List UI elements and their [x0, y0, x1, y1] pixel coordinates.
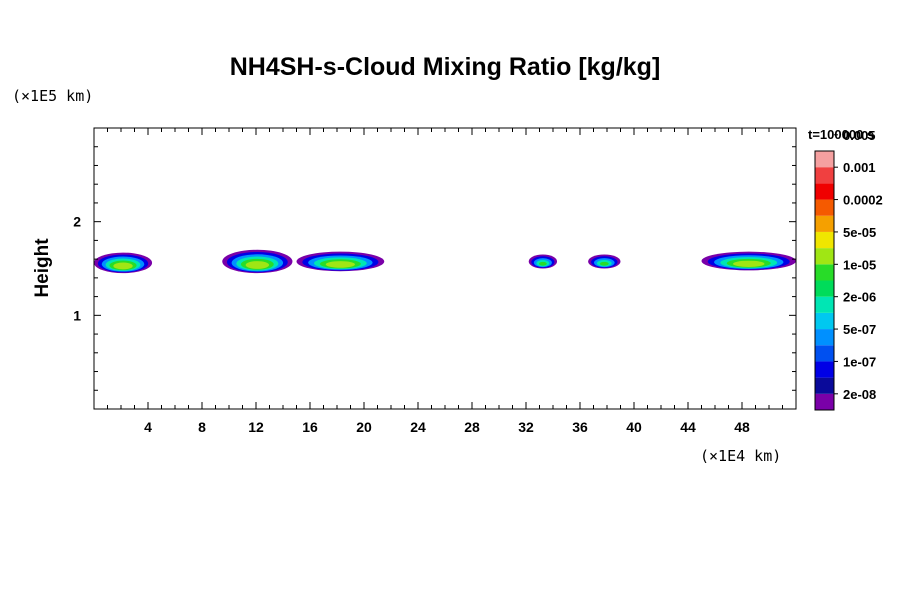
colorbar-swatch — [815, 264, 834, 281]
chart-title: NH4SH-s-Cloud Mixing Ratio [kg/kg] — [230, 53, 661, 81]
colorbar-swatch — [815, 312, 834, 330]
y-tick-label: 1 — [73, 307, 81, 323]
x-tick-label: 24 — [410, 419, 426, 435]
colorbar-swatch — [815, 393, 834, 410]
cloud-patch — [222, 249, 293, 274]
time-label: t=100000 s — [808, 127, 874, 142]
colorbar-label: 0.0002 — [843, 193, 883, 208]
colorbar-label: 0.005 — [843, 128, 876, 143]
plot-frame — [93, 127, 797, 410]
colorbar-frame — [814, 150, 835, 411]
x-tick-label: 48 — [734, 419, 750, 435]
x-tick-label: 12 — [248, 419, 264, 435]
colorbar-swatch — [815, 248, 834, 265]
colorbar: 2e-08 1e-07 5e-07 2e-06 1e-05 5e-05 0.0002 0.00… — [814, 128, 883, 411]
cloud-contour — [325, 261, 355, 268]
cloud-contour — [245, 261, 270, 269]
colorbar-swatch — [815, 361, 834, 378]
colorbar-swatch — [815, 345, 834, 362]
cloud-contour — [599, 261, 609, 266]
y-axis-label: Height — [32, 238, 53, 298]
colorbar-swatch — [815, 231, 834, 249]
cloud-patch — [588, 254, 621, 269]
x-tick-label: 8 — [198, 419, 206, 435]
x-tick-label: 36 — [572, 419, 588, 435]
colorbar-swatch — [815, 151, 834, 168]
colorbar-swatch — [815, 167, 834, 184]
colorbar-swatch — [815, 377, 834, 394]
colorbar-label: 2e-08 — [843, 387, 876, 402]
y-tick-label: 2 — [73, 214, 81, 230]
colorbar-swatch — [815, 199, 834, 216]
y-axis: 12 — [73, 146, 796, 391]
x-tick-label: 44 — [680, 419, 696, 435]
x-tick-label: 20 — [356, 419, 372, 435]
colorbar-label: 5e-07 — [843, 322, 876, 337]
colorbar-swatch — [815, 296, 834, 313]
cloud-contour — [113, 262, 133, 270]
x-tick-label: 28 — [464, 419, 480, 435]
x-tick-label: 32 — [518, 419, 534, 435]
colorbar-swatch — [815, 215, 834, 232]
colorbar-label: 0.001 — [843, 160, 876, 175]
colorbar-swatch — [815, 280, 834, 297]
x-tick-label: 40 — [626, 419, 642, 435]
x-tick-label: 16 — [302, 419, 318, 435]
colorbar-swatch — [815, 183, 834, 200]
x-axis: 4 8 12 16 20 24 28 32 36 40 44 48 — [107, 128, 783, 435]
cloud-patch — [296, 251, 385, 272]
cloud-contour — [733, 260, 765, 267]
cloud-contour — [539, 261, 547, 266]
cloud-patch — [701, 251, 796, 271]
colorbar-label: 5e-05 — [843, 225, 876, 240]
cloud-layer — [94, 249, 796, 274]
x-tick-label: 4 — [144, 419, 152, 435]
colorbar-label: 1e-07 — [843, 354, 876, 369]
cloud-patch — [94, 252, 153, 274]
x-scale-note: (×1E4 km) — [700, 447, 781, 465]
y-scale-note: (×1E5 km) — [12, 87, 93, 105]
colorbar-swatch — [815, 329, 834, 346]
colorbar-label: 2e-06 — [843, 290, 876, 305]
colorbar-label: 1e-05 — [843, 257, 876, 272]
cloud-patch — [528, 254, 558, 269]
